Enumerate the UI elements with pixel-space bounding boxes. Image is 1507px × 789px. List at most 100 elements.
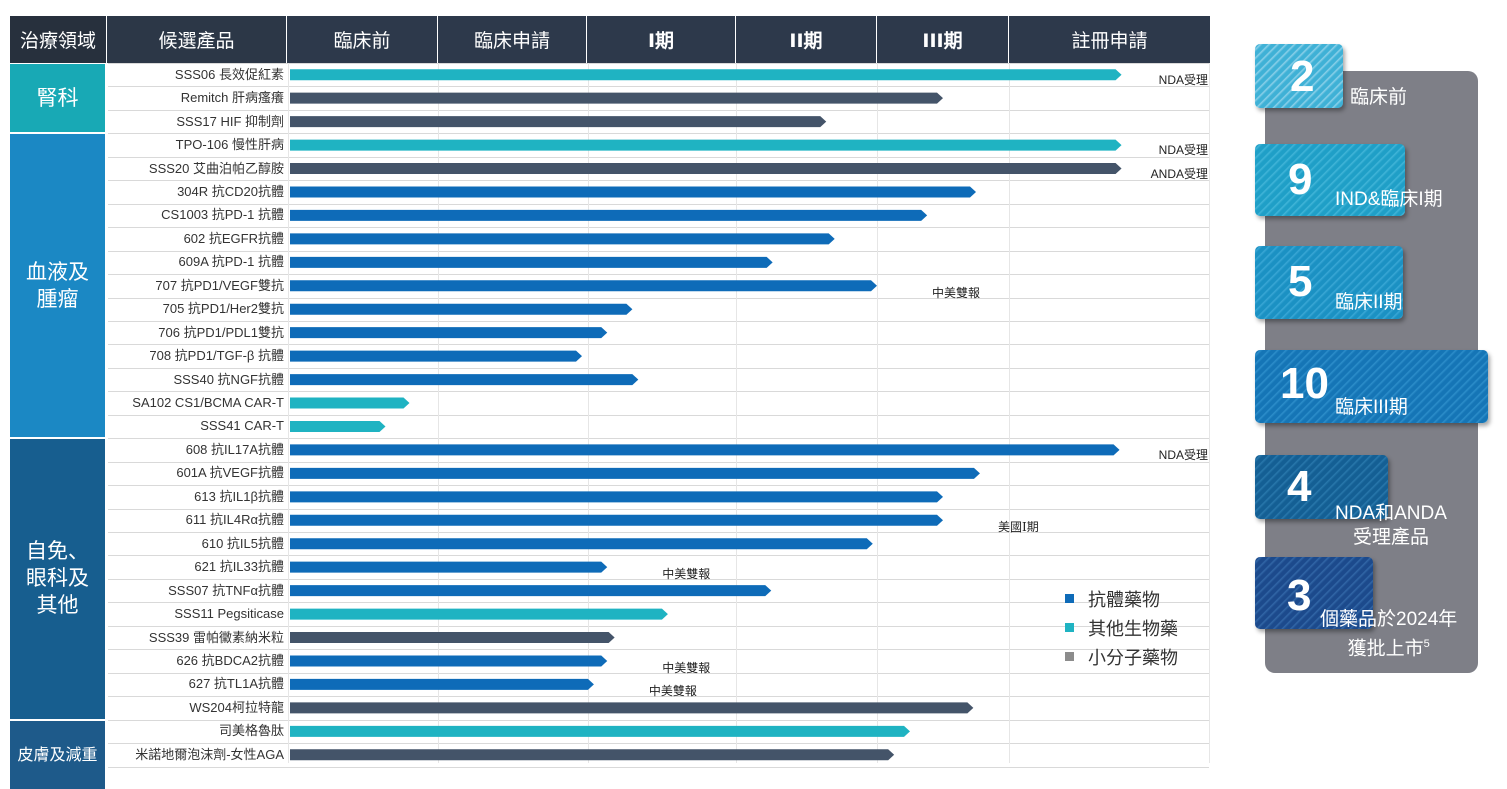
bar-antibody	[290, 514, 943, 526]
product-label: 708 抗PD1/TGF-β 抗體	[149, 348, 284, 364]
row-divider	[108, 391, 1209, 393]
summary-label: NDA和ANDA 受理產品	[1335, 503, 1447, 548]
product-label: 707 抗PD1/VEGF雙抗	[155, 277, 284, 293]
bar-other_bio	[290, 608, 668, 620]
bar-note: NDA受理	[1158, 72, 1208, 87]
header-registration: 註冊申請	[1009, 16, 1210, 63]
bar-antibody	[290, 374, 639, 386]
product-label: 304R 抗CD20抗體	[177, 183, 284, 199]
bar-antibody	[290, 655, 608, 667]
area-3: 皮膚及減重	[10, 720, 105, 789]
product-label: SSS06 長效促紅素	[174, 66, 284, 82]
stage-divider	[736, 63, 737, 763]
legend-label-other-bio: 其他生物藥	[1088, 618, 1178, 640]
bar-other_bio	[290, 420, 386, 432]
summary-superscript: 5	[1423, 638, 1430, 650]
summary-number: 5	[1288, 257, 1313, 306]
product-label: SSS07 抗TNFα抗體	[168, 582, 284, 598]
product-label: 626 抗BDCA2抗體	[176, 652, 284, 668]
summary-number: 10	[1280, 359, 1329, 408]
product-label: 621 抗IL33抗體	[194, 559, 284, 575]
summary-number: 2	[1290, 52, 1315, 101]
bar-note: 中美雙報	[662, 567, 711, 582]
row-divider	[108, 649, 1209, 651]
summary-label: 臨床前	[1350, 87, 1408, 108]
bar-small_molecule	[290, 702, 974, 714]
row-divider	[108, 180, 1209, 182]
row-divider	[108, 696, 1209, 698]
summary-label: 臨床III期	[1335, 397, 1408, 418]
row-divider	[108, 461, 1209, 463]
legend-label-antibody: 抗體藥物	[1088, 589, 1160, 611]
product-label: 610 抗IL5抗體	[201, 535, 284, 551]
row-divider	[108, 344, 1209, 346]
row-divider	[108, 766, 1209, 768]
product-label: TPO-106 慢性肝病	[175, 137, 284, 153]
product-label: 706 抗PD1/PDL1雙抗	[158, 324, 284, 340]
summary-label: IND&臨床I期	[1335, 189, 1443, 210]
bar-antibody	[290, 327, 608, 339]
product-label: 602 抗EGFR抗體	[183, 230, 284, 246]
area-1: 血液及 腫瘤	[10, 134, 105, 438]
legend-item-antibody: 抗體藥物	[1065, 584, 1178, 613]
product-label: 609A 抗PD-1 抗體	[178, 254, 285, 270]
row-divider	[108, 133, 1209, 135]
row-divider	[108, 156, 1209, 158]
bar-other_bio	[290, 139, 1122, 151]
product-label: Remitch 肝病瘙癢	[180, 90, 284, 106]
product-label: 611 抗IL4Rα抗體	[185, 512, 284, 528]
summary-box	[1255, 44, 1343, 108]
row-divider	[108, 485, 1209, 487]
row-divider	[108, 743, 1209, 745]
summary-number: 9	[1288, 155, 1313, 204]
row-divider	[108, 602, 1209, 604]
row-divider	[108, 227, 1209, 229]
summary-label: 臨床II期	[1335, 292, 1403, 313]
summary-number: 3	[1287, 571, 1312, 620]
product-label: SSS40 抗NGF抗體	[173, 371, 284, 387]
header-area: 治療領域	[10, 16, 107, 63]
product-label: WS204柯拉特龍	[189, 699, 284, 715]
product-label: 米諾地爾泡沫劑-女性AGA	[135, 746, 284, 762]
row-divider	[108, 86, 1209, 88]
bar-antibody	[290, 186, 976, 198]
summary-label: 個藥品於2024年 獲批上市5	[1320, 609, 1458, 660]
row-divider	[108, 508, 1209, 510]
bar-note: 中美雙報	[662, 660, 711, 675]
product-label: 705 抗PD1/Her2雙抗	[162, 301, 284, 317]
bar-antibody	[290, 538, 873, 550]
legend-item-small-molecule: 小分子藥物	[1065, 642, 1178, 671]
bar-antibody	[290, 233, 835, 245]
row-divider	[108, 274, 1209, 276]
bar-antibody	[290, 678, 594, 690]
row-divider	[108, 532, 1209, 533]
summary-box	[1255, 350, 1488, 423]
bar-antibody	[290, 256, 773, 268]
bar-antibody	[290, 209, 928, 221]
stage-divider	[877, 63, 878, 763]
header-ind: 臨床申請	[438, 16, 587, 63]
bar-antibody	[290, 444, 1120, 456]
row-divider	[108, 414, 1209, 416]
bar-antibody	[290, 280, 877, 292]
bar-antibody	[290, 561, 608, 573]
bar-note: 中美雙報	[932, 285, 981, 300]
row-divider	[108, 63, 1209, 64]
product-label: SSS17 HIF 抑制劑	[176, 113, 284, 129]
bar-antibody	[290, 350, 582, 362]
bar-note: ANDA受理	[1150, 166, 1208, 181]
bar-small_molecule	[290, 116, 827, 128]
row-divider	[108, 367, 1209, 369]
product-label: SSS39 雷帕黴素納米粒	[148, 629, 284, 645]
bar-note: 美國I期	[998, 520, 1039, 535]
header-phase2: II期	[736, 16, 877, 63]
bar-other_bio	[290, 397, 410, 409]
row-divider	[108, 555, 1209, 557]
legend-label-small-molecule: 小分子藥物	[1088, 647, 1178, 669]
stage-divider	[438, 63, 439, 763]
legend-swatch-small-molecule	[1065, 652, 1074, 661]
product-label: SSS20 艾曲泊帕乙醇胺	[148, 160, 284, 176]
bar-other_bio	[290, 725, 910, 737]
row-divider	[108, 625, 1209, 627]
summary-box	[1255, 144, 1405, 216]
